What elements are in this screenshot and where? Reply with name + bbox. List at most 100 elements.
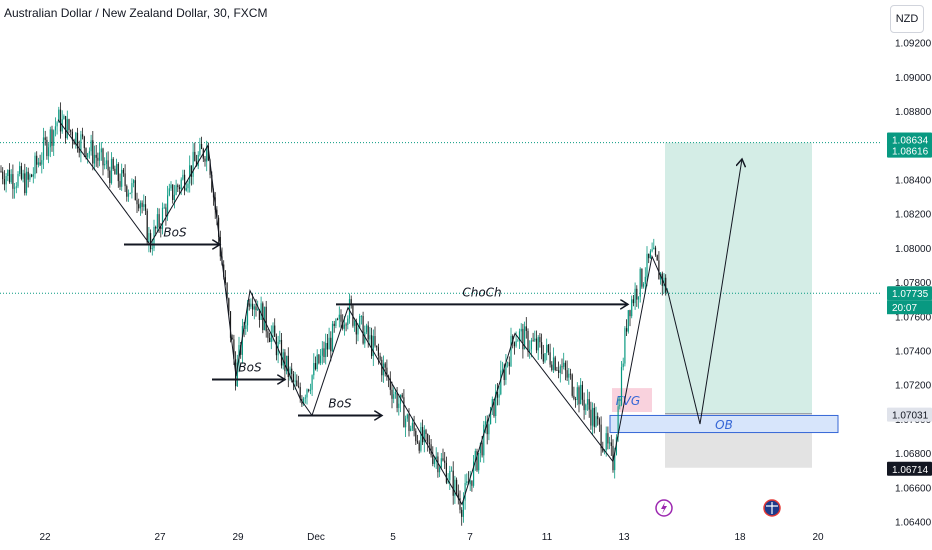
candle-body bbox=[7, 169, 9, 177]
candle-body bbox=[578, 387, 580, 405]
candle-body bbox=[326, 342, 328, 350]
candle-body bbox=[564, 362, 566, 371]
candle-body bbox=[600, 424, 602, 449]
countdown-label: 20:07 bbox=[892, 303, 917, 314]
x-tick-label: 22 bbox=[39, 532, 51, 543]
price-tag bbox=[887, 132, 932, 147]
candle-body bbox=[612, 445, 614, 471]
candle-body bbox=[520, 328, 522, 332]
candle-body bbox=[627, 310, 629, 332]
candle-body bbox=[490, 407, 492, 425]
flag-au-icon[interactable] bbox=[763, 499, 781, 517]
candle-body bbox=[229, 311, 232, 338]
candle-body bbox=[167, 195, 169, 217]
candle-body bbox=[609, 442, 611, 444]
candle-body bbox=[71, 131, 73, 141]
candle-body bbox=[320, 355, 322, 364]
candle-body bbox=[284, 352, 286, 372]
candle-body bbox=[32, 174, 34, 177]
candle-body bbox=[85, 148, 87, 158]
candle-body bbox=[289, 368, 291, 378]
candle-body bbox=[530, 340, 532, 350]
candle-body bbox=[641, 268, 643, 287]
candle-body bbox=[541, 342, 543, 355]
candle-body bbox=[325, 342, 327, 358]
take-profit-zone bbox=[665, 142, 812, 414]
candle-body bbox=[155, 226, 157, 229]
candle-body bbox=[649, 251, 651, 259]
candle-body bbox=[255, 306, 257, 311]
structure-zigzag bbox=[57, 119, 669, 506]
candle-body bbox=[376, 345, 378, 348]
candle-body bbox=[563, 362, 565, 367]
candle-body bbox=[617, 406, 619, 438]
candle-body bbox=[3, 179, 5, 185]
candle-body bbox=[544, 353, 546, 362]
candle-body bbox=[321, 348, 323, 356]
candle-body bbox=[257, 309, 259, 311]
price-tag-label: 1.06714 bbox=[892, 465, 929, 476]
candle-body bbox=[282, 352, 284, 366]
candle-body bbox=[216, 209, 218, 218]
candle-body bbox=[76, 132, 79, 149]
candle-body bbox=[433, 459, 436, 464]
candle-body bbox=[87, 153, 89, 158]
candle-body bbox=[134, 180, 136, 201]
candle-body bbox=[44, 137, 46, 140]
candle-body bbox=[330, 337, 332, 352]
candle-body bbox=[8, 169, 11, 183]
candle-body bbox=[146, 210, 148, 243]
candle-body bbox=[510, 335, 512, 367]
candle-body bbox=[292, 374, 294, 382]
candle-body bbox=[500, 370, 502, 395]
currency-button[interactable]: NZD bbox=[890, 5, 924, 33]
lightning-icon[interactable] bbox=[655, 499, 673, 517]
candle-body bbox=[233, 339, 235, 360]
candle-body bbox=[379, 355, 381, 360]
candle-body bbox=[141, 202, 143, 207]
price-tag-label: 1.07031 bbox=[892, 411, 929, 422]
candle-body bbox=[568, 373, 570, 378]
candle-body bbox=[51, 129, 53, 146]
candle-body bbox=[663, 277, 665, 286]
candle-body bbox=[19, 166, 21, 174]
candle-body bbox=[263, 306, 266, 331]
candle-body bbox=[566, 370, 568, 378]
candle-body bbox=[498, 394, 500, 398]
candle-body bbox=[228, 298, 230, 312]
candle-body bbox=[54, 126, 56, 131]
candle-body bbox=[126, 186, 128, 197]
candle-body bbox=[144, 204, 147, 211]
candle-body bbox=[496, 391, 498, 398]
y-tick-label: 1.08800 bbox=[895, 107, 932, 118]
y-tick-label: 1.09200 bbox=[895, 39, 932, 50]
candle-body bbox=[374, 336, 376, 346]
candle-body bbox=[112, 158, 114, 169]
candle-body bbox=[644, 276, 646, 284]
candle-body bbox=[461, 509, 463, 517]
candle-body bbox=[209, 160, 211, 175]
candle-body bbox=[53, 130, 55, 146]
candle-body bbox=[428, 442, 430, 445]
candle-body bbox=[355, 320, 357, 335]
candle-body bbox=[187, 183, 189, 189]
y-tick-label: 1.06800 bbox=[895, 449, 932, 460]
candle-body bbox=[195, 161, 198, 167]
candle-body bbox=[631, 299, 633, 317]
candle-body bbox=[260, 303, 262, 320]
candle-body bbox=[362, 316, 364, 344]
candle-body bbox=[68, 119, 70, 131]
candle-body bbox=[105, 160, 107, 164]
candle-body bbox=[110, 158, 113, 184]
candle-body bbox=[549, 352, 551, 365]
candle-body bbox=[224, 277, 226, 284]
candle-body bbox=[308, 389, 310, 391]
candle-body bbox=[265, 306, 267, 332]
candle-body bbox=[36, 155, 38, 165]
candle-body bbox=[529, 349, 531, 352]
candle-body bbox=[450, 470, 453, 472]
candle-body bbox=[437, 456, 439, 473]
candle-body bbox=[524, 326, 526, 350]
